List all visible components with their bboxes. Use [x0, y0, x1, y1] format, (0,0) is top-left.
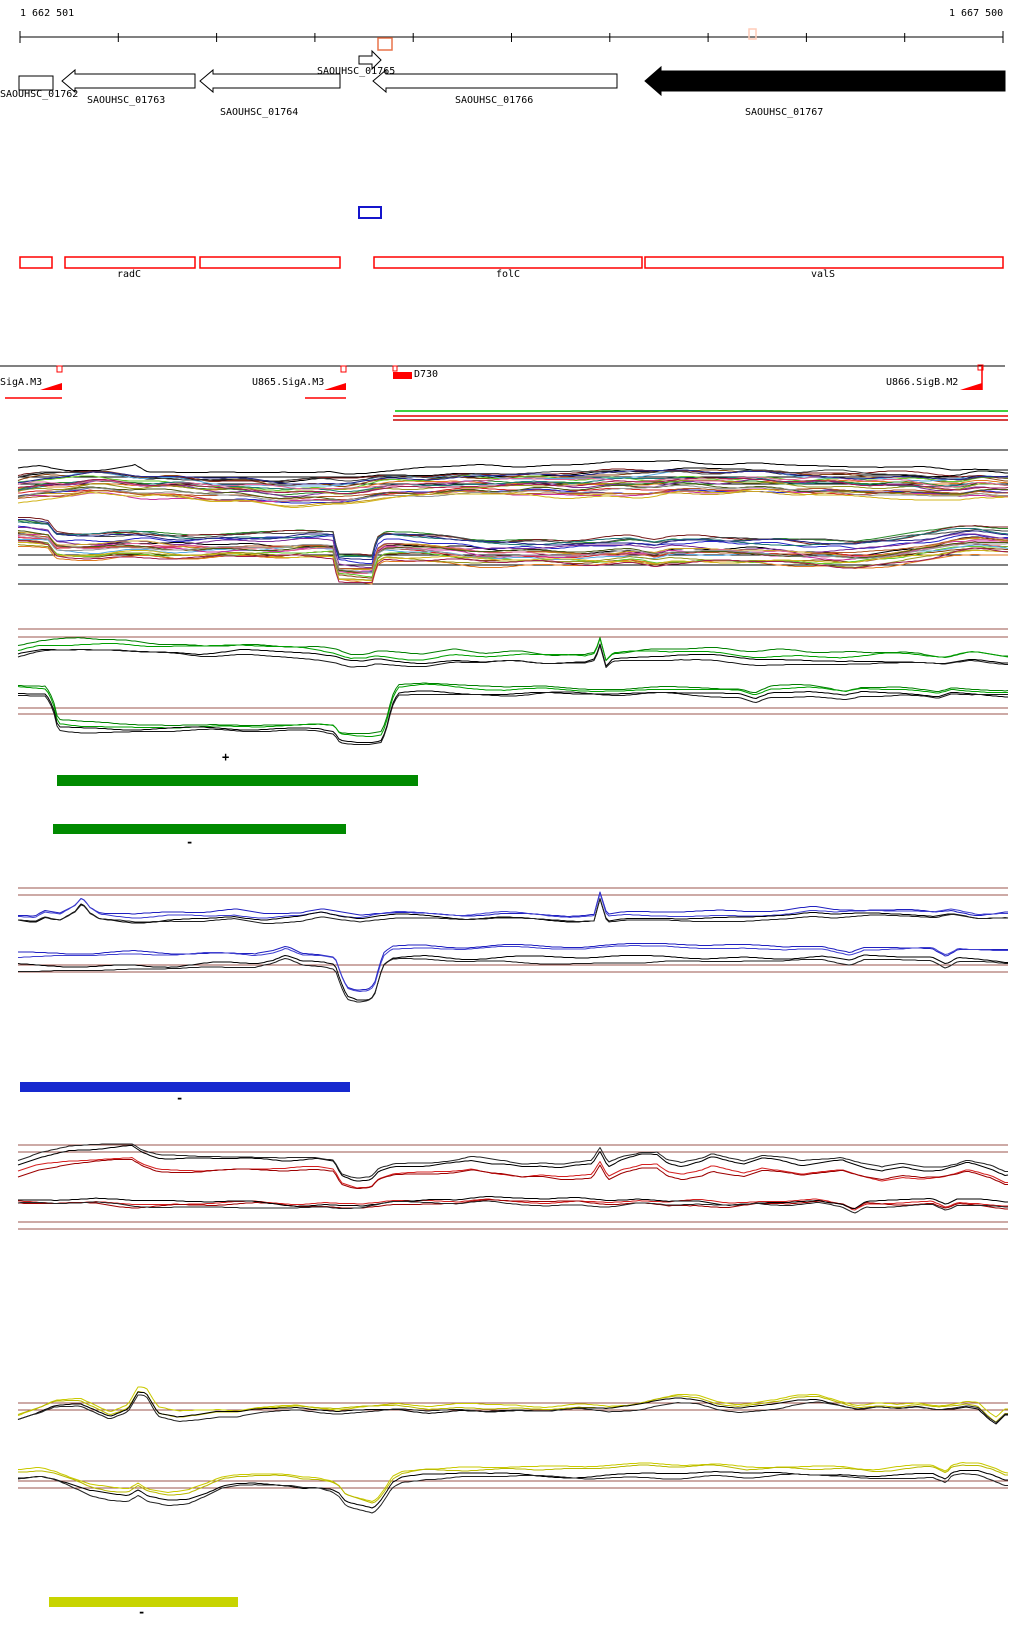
gene-box-label-vals: valS — [811, 269, 836, 280]
segment-bar-minus-1[interactable] — [53, 824, 346, 834]
gene-arrow-saouhsc-01764[interactable] — [199, 68, 341, 94]
selection-blue-rect[interactable] — [358, 206, 382, 219]
coverage-line — [18, 690, 1008, 743]
ruler-start-coordinate: 1 662 501 — [20, 8, 75, 19]
tss-label-siga-m3: SigA.M3 — [0, 377, 43, 388]
coverage-line — [17, 534, 1009, 574]
gene-label-saouhsc-01766: SAOUHSC_01766 — [455, 95, 534, 106]
annotation-box-radC[interactable] — [64, 256, 196, 269]
gene-label-saouhsc-01763: SAOUHSC_01763 — [87, 95, 166, 106]
annotation-box-unnamed-2[interactable] — [199, 256, 341, 269]
tss-feature-u866-sigb-m2[interactable] — [960, 364, 984, 390]
coverage-line — [17, 645, 1008, 668]
gene-arrow-saouhsc-01762[interactable] — [18, 75, 54, 91]
coverage-line — [17, 536, 1009, 574]
segment-bar-minus-3[interactable] — [49, 1597, 238, 1607]
gene-arrow-saouhsc-01763[interactable] — [61, 68, 196, 94]
coverage-line — [17, 477, 1009, 494]
track-yellow-condition-coverage — [17, 1386, 1009, 1514]
tss-feature-u865-siga-m3[interactable] — [305, 365, 347, 399]
coverage-line — [18, 891, 1008, 917]
gene-label-saouhsc-01767: SAOUHSC_01767 — [745, 107, 824, 118]
coverage-line — [17, 485, 1008, 502]
tss-label-d730: D730 — [414, 369, 439, 380]
coverage-line — [17, 460, 1008, 475]
coverage-line — [17, 1386, 1008, 1418]
gene-box-label-folc: folC — [496, 269, 521, 280]
coverage-line — [17, 954, 1008, 1001]
coverage-line — [17, 469, 1009, 482]
coverage-line — [18, 527, 1008, 568]
coverage-line — [18, 893, 1008, 919]
gene-label-saouhsc-01762: SAOUHSC_01762 — [0, 89, 79, 100]
coverage-line — [18, 1464, 1008, 1504]
coverage-line — [17, 489, 1008, 508]
ruler-highlight-pink[interactable] — [748, 28, 757, 40]
coverage-line — [18, 469, 1008, 485]
coverage-line — [18, 1196, 1008, 1209]
coverage-line — [18, 542, 1008, 582]
annotation-box-unnamed-0[interactable] — [19, 256, 53, 269]
coverage-line — [17, 637, 1008, 661]
minus-strand-sign-yellow: - — [138, 1605, 146, 1619]
coverage-line — [17, 638, 1009, 661]
gene-arrow-saouhsc-01766[interactable] — [372, 68, 618, 94]
plus-strand-sign: + — [222, 750, 230, 764]
annotation-box-valS[interactable] — [644, 256, 1004, 269]
coverage-line — [17, 1200, 1008, 1214]
coverage-line — [18, 1470, 1008, 1509]
segment-bar-plus-0[interactable] — [57, 775, 418, 786]
minus-strand-sign-green: - — [186, 835, 194, 849]
coverage-line — [18, 898, 1009, 924]
segment-bar-minus-2[interactable] — [20, 1082, 350, 1092]
coverage-line — [18, 691, 1008, 745]
coverage-line — [17, 525, 1008, 564]
coverage-line — [17, 1473, 1008, 1514]
tss-feature-d730[interactable] — [392, 365, 412, 379]
tss-label-u865-siga-m3: U865.SigA.M3 — [252, 377, 325, 388]
coverage-line — [17, 490, 1008, 507]
coverage-line — [18, 958, 1008, 1003]
gene-box-label-radc: radC — [117, 269, 142, 280]
coverage-line — [18, 1462, 1009, 1502]
tss-feature-siga-m3[interactable] — [5, 365, 63, 399]
tss-label-u866-sigb-m2: U866.SigB.M2 — [886, 377, 959, 388]
track-red-condition-coverage — [17, 1143, 1009, 1230]
coverage-line — [17, 1391, 1008, 1423]
coverage-line — [17, 1143, 1008, 1179]
track-blue-condition-coverage — [17, 887, 1009, 1003]
coverage-line — [18, 519, 1009, 560]
ruler-end-coordinate: 1 667 500 — [949, 8, 1004, 19]
gene-label-saouhsc-01765: SAOUHSC_01765 — [317, 66, 396, 77]
annotation-box-folC[interactable] — [373, 256, 643, 269]
gene-arrow-saouhsc-01765[interactable] — [358, 49, 382, 71]
ruler-highlight-orange[interactable] — [377, 37, 393, 51]
track-all-samples-coverage — [17, 449, 1009, 585]
coverage-line — [17, 1145, 1009, 1182]
track-green-condition-coverage — [17, 628, 1009, 745]
gene-label-saouhsc-01764: SAOUHSC_01764 — [220, 107, 299, 118]
gene-arrow-saouhsc-01767[interactable] — [644, 65, 1006, 97]
coverage-line — [17, 1159, 1008, 1189]
coverage-line — [17, 1394, 1008, 1423]
minus-strand-sign-blue: - — [176, 1091, 184, 1105]
coverage-line — [18, 540, 1009, 583]
coverage-line — [18, 945, 1008, 992]
